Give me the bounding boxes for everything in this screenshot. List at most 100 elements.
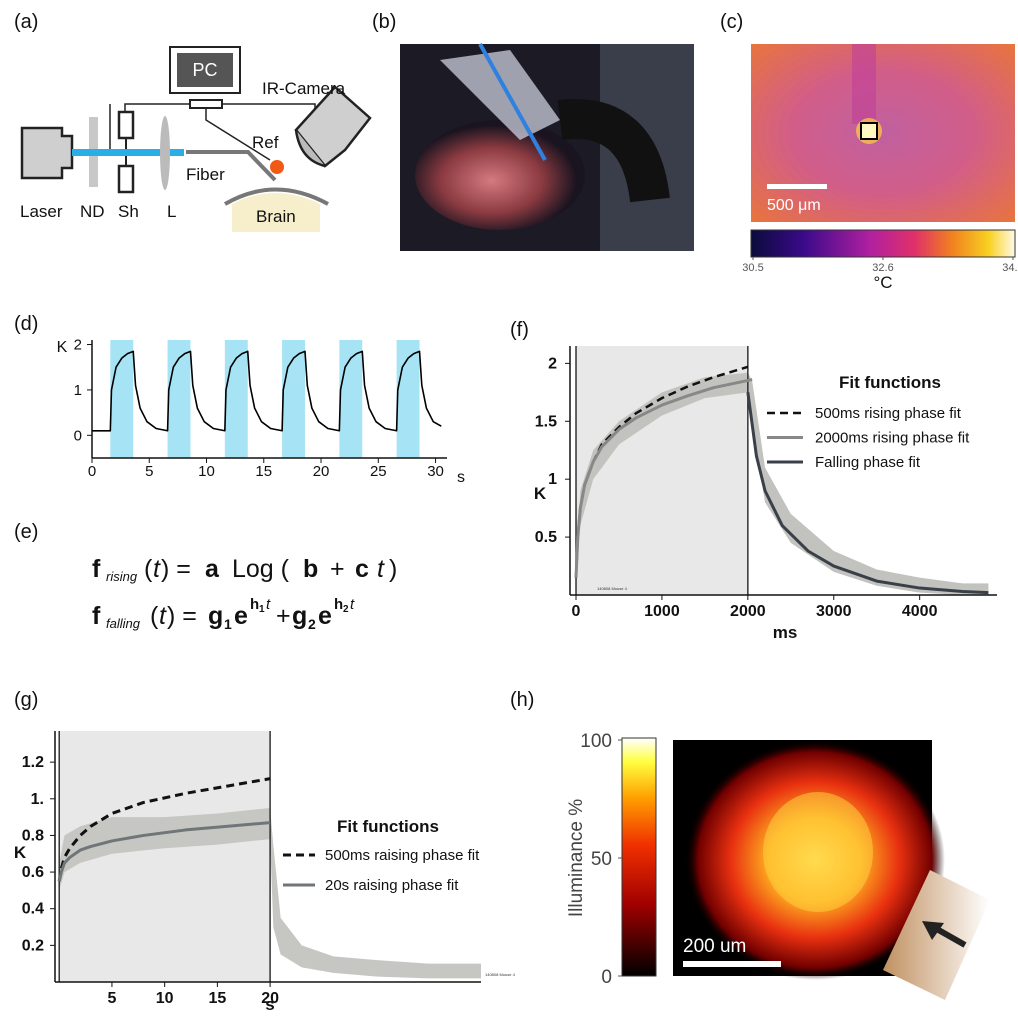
eq-token: e [318, 602, 332, 630]
legend-title: Fit functions [839, 373, 941, 392]
data-band [59, 807, 481, 979]
colorbar-tick-label: 0 [601, 967, 612, 988]
legend-label: 20s raising phase fit [325, 877, 459, 894]
colorbar-label: Illuminance % [566, 799, 587, 917]
y-tick-label: 2 [548, 355, 557, 372]
eq-token: e [234, 602, 248, 630]
eq-token: ) [389, 555, 397, 583]
eq-token: + [276, 602, 291, 630]
eq-token: f [92, 555, 101, 583]
x-axis-label: ms [773, 623, 798, 642]
equations: f rising ( t ) = a Log ( b + c t ) f fal… [92, 555, 397, 632]
eq-token: h [250, 596, 259, 613]
legend-label: Falling phase fit [815, 454, 921, 471]
eq-token: Log ( [232, 555, 290, 583]
colorbar-tick-label: 30.5 [742, 262, 763, 274]
panel-label: (d) [14, 313, 38, 335]
x-tick-label: 30 [427, 463, 444, 480]
colorbar-tick-label: 100 [580, 731, 612, 752]
annotation: 140808 Mouse 4 [485, 972, 516, 977]
brain-label: Brain [256, 207, 296, 226]
scale-bar-label: 500 μm [767, 197, 821, 214]
y-tick-label: 1. [31, 791, 44, 808]
x-axis-label: s [265, 995, 274, 1014]
series-line [746, 392, 989, 595]
shutter-label: Sh [118, 202, 139, 221]
x-tick-label: 1000 [644, 603, 680, 620]
eq-token: ) = [161, 555, 191, 583]
ref-label: Ref [252, 133, 279, 152]
eq-token: 1 [224, 616, 232, 632]
y-axis-label: K [534, 484, 547, 503]
pc-label: PC [192, 60, 217, 80]
x-tick-label: 10 [198, 463, 215, 480]
panel-label: (b) [372, 11, 396, 33]
y-tick-label: 1.5 [535, 413, 557, 430]
colorbar-unit: °C [873, 273, 892, 292]
eq-token: g [292, 602, 307, 630]
y-tick-label: 0.4 [22, 901, 44, 918]
panel-label: (a) [14, 11, 38, 33]
x-tick-label: 15 [255, 463, 272, 480]
laser-label: Laser [20, 202, 63, 221]
legend-label: 500ms rising phase fit [815, 405, 962, 422]
eq-token: t [153, 555, 161, 583]
fiber-label: Fiber [186, 165, 225, 184]
colorbar-tick-label: 32.6 [872, 262, 893, 274]
x-tick-label: 3000 [816, 603, 852, 620]
x-tick-label: 25 [370, 463, 387, 480]
eq-token: t [159, 602, 167, 630]
x-tick-label: 0 [88, 463, 96, 480]
x-tick-label: 15 [208, 990, 226, 1007]
y-tick-label: 0 [74, 427, 82, 444]
eq-token: falling [106, 616, 141, 631]
x-tick-label: 4000 [902, 603, 938, 620]
x-tick-label: 10 [156, 990, 174, 1007]
eq-token: t [266, 596, 271, 613]
y-tick-label: 0.8 [22, 827, 44, 844]
x-tick-label: 2000 [730, 603, 766, 620]
eq-token: ) = [167, 602, 197, 630]
eq-token: a [205, 555, 220, 583]
eq-token: ( [144, 555, 153, 583]
y-tick-label: 2 [74, 337, 82, 354]
x-tick-label: 5 [107, 990, 116, 1007]
series-line [574, 378, 753, 578]
eq-token: 2 [308, 616, 316, 632]
eq-token: + [330, 555, 345, 583]
eq-token: 1 [259, 604, 265, 615]
setup-diagram: PC IR-Camera Ref Fiber Brain Laser ND Sh… [20, 46, 372, 232]
legend-label: 2000ms rising phase fit [815, 430, 970, 447]
x-tick-label: 20 [313, 463, 330, 480]
eq-token: g [208, 602, 223, 630]
y-tick-label: 1 [74, 382, 82, 399]
eq-token: h [334, 596, 343, 613]
annotation: 140808 Mouse 4 [597, 586, 628, 591]
eq-token: t [350, 596, 355, 613]
y-tick-label: 1.2 [22, 754, 44, 771]
x-tick-label: 5 [145, 463, 153, 480]
x-tick-label: 20 [261, 990, 279, 1007]
ir-camera-label: IR-Camera [262, 79, 346, 98]
legend-title: Fit functions [337, 817, 439, 836]
y-tick-label: 0.6 [22, 864, 44, 881]
colorbar-tick-label: 50 [591, 849, 612, 870]
legend-label: 500ms raising phase fit [325, 847, 480, 864]
nd-label: ND [80, 202, 105, 221]
x-axis-label: s [457, 469, 465, 486]
illuminance-map: 200 um Illuminance % [566, 737, 990, 1000]
panel-label: (e) [14, 521, 38, 543]
series-line [92, 350, 442, 432]
lens-label: L [167, 202, 176, 221]
eq-token: f [92, 602, 101, 630]
eq-token: 2 [343, 604, 349, 615]
surgery-photo [400, 43, 694, 251]
eq-token: ( [150, 602, 159, 630]
y-axis-label: K [14, 843, 27, 862]
y-tick-label: 0.5 [535, 529, 557, 546]
series-line [574, 365, 749, 578]
scale-bar-label: 200 um [683, 936, 746, 957]
y-axis-label: K [57, 339, 68, 356]
x-tick-label: 0 [572, 603, 581, 620]
